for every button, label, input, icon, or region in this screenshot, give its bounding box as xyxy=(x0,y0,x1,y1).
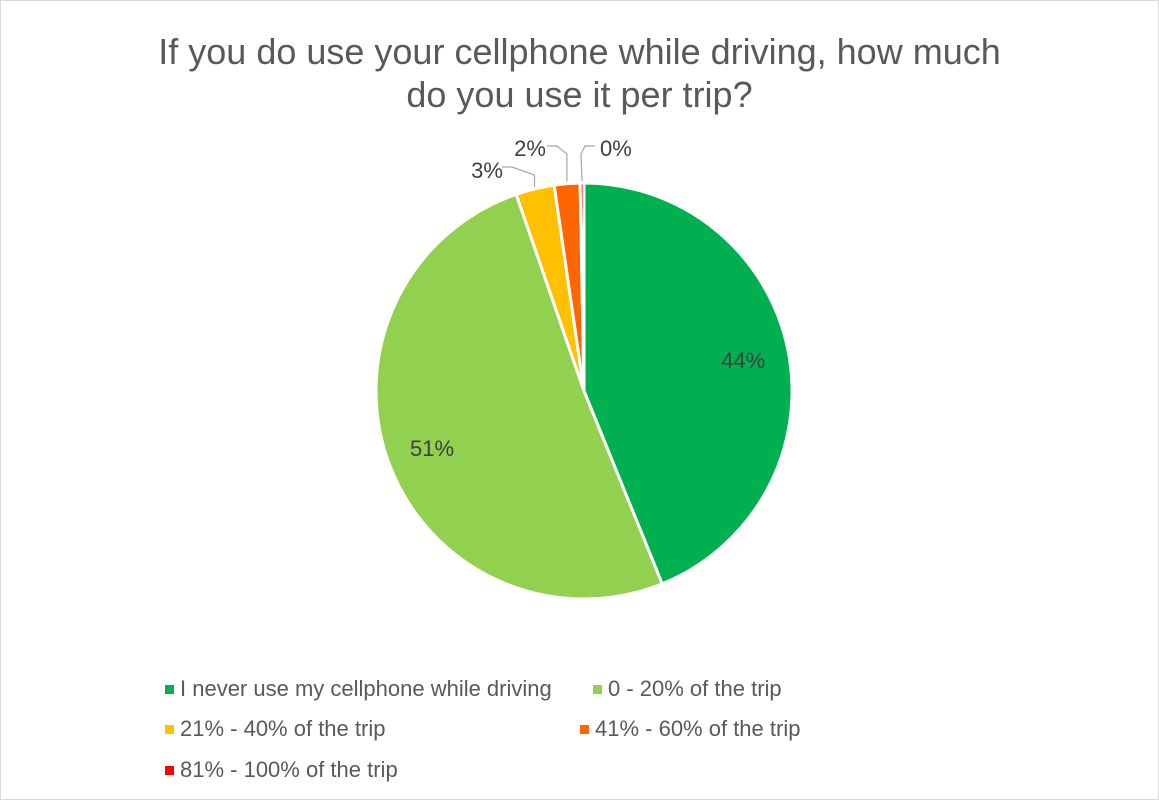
pie-slice-0-20 xyxy=(374,192,664,601)
legend-item-never: I never use my cellphone while driving xyxy=(165,676,552,702)
leader-line-21-40 xyxy=(502,166,536,187)
leader-lines xyxy=(502,145,595,187)
legend-item-41-60: 41% - 60% of the trip xyxy=(580,716,800,742)
chart-title-line-2: do you use it per trip? xyxy=(406,74,753,115)
leader-line-41-60 xyxy=(547,145,568,182)
legend-label-21-40: 21% - 40% of the trip xyxy=(180,716,386,741)
data-label-never: 44% xyxy=(721,348,765,373)
legend-item-81-100: 81% - 100% of the trip xyxy=(165,757,398,783)
legend-label-41-60: 41% - 60% of the trip xyxy=(595,716,801,741)
legend-swatch-41-60 xyxy=(580,725,589,734)
pie-slice-81-100 xyxy=(578,181,586,393)
legend-label-0-20: 0 - 20% of the trip xyxy=(608,676,782,701)
data-labels: 44% 51% 3% 2% 0% xyxy=(410,136,765,461)
legend-item-0-20: 0 - 20% of the trip xyxy=(593,676,782,702)
legend-label-never: I never use my cellphone while driving xyxy=(180,676,552,701)
data-label-21-40: 3% xyxy=(471,158,503,183)
data-label-0-20: 51% xyxy=(410,436,454,461)
chart-title-line-1: If you do use your cellphone while drivi… xyxy=(158,31,1001,72)
legend-swatch-21-40 xyxy=(165,725,174,734)
leader-line-81-100 xyxy=(580,145,595,182)
legend-swatch-0-20 xyxy=(593,685,602,694)
chart-title: If you do use your cellphone while drivi… xyxy=(0,30,1159,116)
pie-slices xyxy=(374,181,794,601)
legend-label-81-100: 81% - 100% of the trip xyxy=(180,757,398,782)
data-label-81-100: 0% xyxy=(600,136,632,161)
legend-swatch-never xyxy=(165,685,174,694)
pie-slice-never xyxy=(582,181,794,586)
legend-item-21-40: 21% - 40% of the trip xyxy=(165,716,385,742)
legend-swatch-81-100 xyxy=(165,766,174,775)
data-label-41-60: 2% xyxy=(514,136,546,161)
